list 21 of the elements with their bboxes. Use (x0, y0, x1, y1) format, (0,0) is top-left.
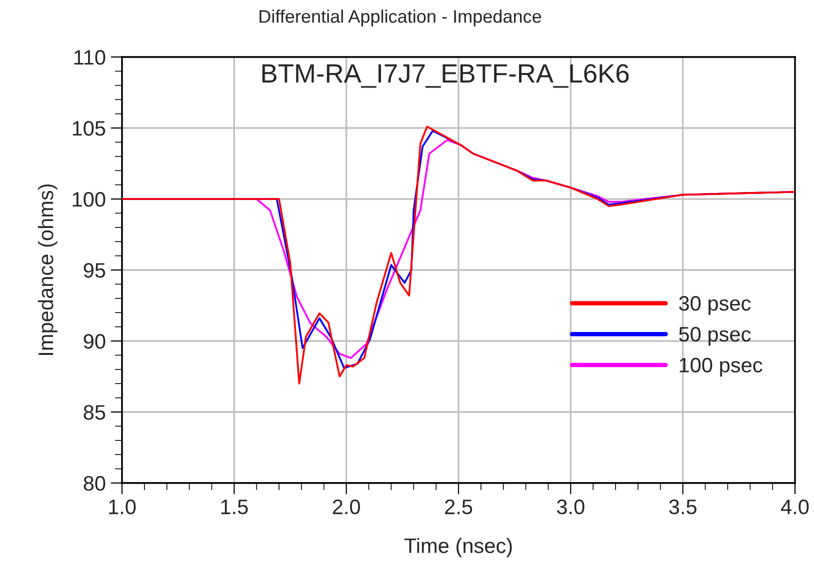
x-tick-label: 3.0 (556, 500, 584, 514)
x-tick-label: 1.5 (221, 500, 248, 514)
chart-title: Differential Application - Impedance (260, 10, 542, 26)
y-tick-label: 100 (72, 192, 106, 207)
x-tick-label: 3.5 (669, 500, 696, 514)
legend-label: 100 psec (680, 358, 762, 377)
legend-label: 50 psec (679, 326, 751, 346)
y-tick-label: 110 (74, 50, 106, 65)
x-tick-label: 4.0 (781, 500, 809, 514)
x-tick-label: 2.5 (445, 500, 472, 514)
y-tick-label: 80 (84, 476, 106, 491)
y-tick-label: 95 (84, 263, 106, 278)
y-tick-label: 90 (84, 334, 106, 349)
x-axis-title: Time (nsec) (404, 538, 512, 558)
chart-subtitle: BTM-RA_I7J7_EBTF-RA_L6K6 (262, 64, 629, 88)
x-tick-label: 1.0 (109, 500, 136, 514)
legend-label: 30 psec (679, 296, 751, 315)
x-tick-label: 2.0 (332, 500, 360, 514)
y-tick-label: 105 (72, 121, 106, 136)
y-axis-title: Impedance (ohms) (38, 184, 58, 355)
y-tick-label: 85 (84, 405, 106, 420)
